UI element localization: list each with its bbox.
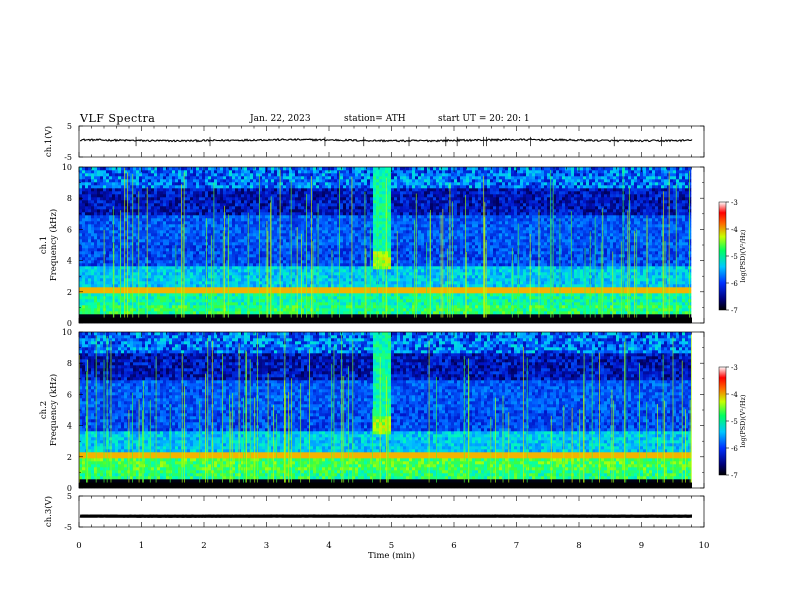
y-tick-label: 10: [62, 163, 72, 172]
y-tick-label: -5: [64, 523, 72, 532]
y-tick-label: 2: [67, 453, 72, 462]
colorbar-tick-label: -4: [731, 391, 738, 399]
x-tick-label: 4: [326, 541, 331, 551]
colorbar-label: log(PSD)(V²/Hz): [739, 229, 747, 282]
y-tick-label: 10: [62, 328, 72, 337]
colorbar-tick-label: -3: [731, 364, 738, 372]
colorbar-tick-label: -7: [731, 307, 738, 315]
plot-canvas: 5 -5 ch.1(V) -3 -4 -5 -6 -7 log(PSD)(V²/Hz) 0 2 4 6 8…: [0, 0, 792, 612]
x-tick-label: 3: [264, 541, 269, 551]
x-tick-label: 9: [639, 541, 644, 551]
vlf-spectra-figure: VLF Spectra Jan. 22, 2023 station= ATH s…: [0, 0, 792, 612]
y-tick-label: 4: [67, 257, 72, 266]
y-tick-label: 4: [67, 422, 72, 431]
x-tick-label: 8: [576, 541, 581, 551]
colorbar-tick-label: -4: [731, 226, 738, 234]
colorbar-2: [719, 367, 726, 475]
x-tick-label: 10: [699, 541, 710, 551]
y-tick-label: 5: [67, 492, 72, 501]
x-tick-label: 6: [451, 541, 456, 551]
colorbar-tick-label: -6: [731, 445, 738, 453]
x-tick-label: 2: [201, 541, 206, 551]
x-tick-label: 1: [139, 541, 144, 551]
colorbar-tick-label: -3: [731, 199, 738, 207]
x-axis-label: Time (min): [368, 550, 415, 561]
trace-0: [80, 139, 692, 142]
y-tick-label: 5: [67, 122, 72, 131]
colorbar-tick-label: -6: [731, 280, 738, 288]
y-axis-label: ch.3(V): [43, 496, 54, 527]
y-axis-label: ch.1: [39, 236, 49, 254]
y-tick-label: 2: [67, 288, 72, 297]
x-tick-label: 5: [389, 541, 394, 551]
y-tick-label: 8: [67, 359, 72, 368]
colorbar-label: log(PSD)(V²/Hz): [739, 394, 747, 447]
y-tick-label: -5: [64, 153, 72, 162]
y-axis-label: ch.2: [39, 401, 49, 419]
y-tick-label: 0: [67, 319, 72, 328]
y-axis-label: ch.1(V): [43, 126, 54, 157]
colorbar-tick-label: -7: [731, 472, 738, 480]
y-tick-label: 8: [67, 194, 72, 203]
colorbar-tick-label: -5: [731, 253, 738, 261]
x-tick-label: 7: [514, 541, 519, 551]
colorbar-tick-label: -5: [731, 418, 738, 426]
x-tick-label: 0: [76, 541, 81, 551]
y-tick-label: 6: [67, 225, 72, 234]
y-axis-label: Frequency (kHz): [48, 209, 59, 281]
colorbar-1: [719, 202, 726, 310]
y-axis-label: Frequency (kHz): [48, 374, 59, 446]
y-tick-label: 6: [67, 390, 72, 399]
